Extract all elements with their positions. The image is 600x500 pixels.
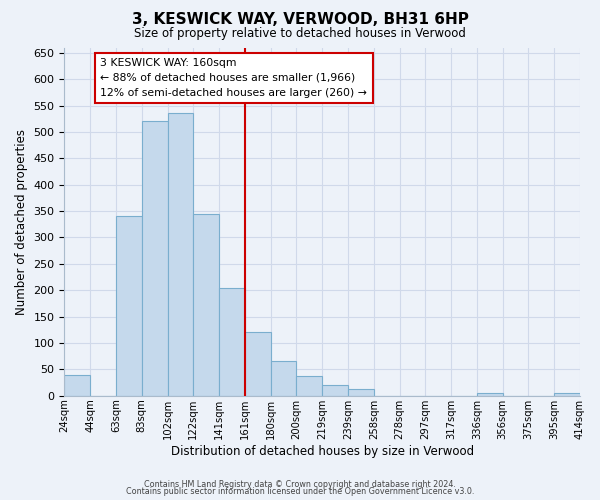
Bar xyxy=(142,122,167,396)
Bar xyxy=(245,332,271,396)
Text: Contains public sector information licensed under the Open Government Licence v3: Contains public sector information licen… xyxy=(126,487,474,496)
Text: 3, KESWICK WAY, VERWOOD, BH31 6HP: 3, KESWICK WAY, VERWOOD, BH31 6HP xyxy=(131,12,469,28)
Bar xyxy=(219,288,245,396)
X-axis label: Distribution of detached houses by size in Verwood: Distribution of detached houses by size … xyxy=(170,444,474,458)
Bar xyxy=(167,114,193,396)
Bar xyxy=(477,393,503,396)
Text: Contains HM Land Registry data © Crown copyright and database right 2024.: Contains HM Land Registry data © Crown c… xyxy=(144,480,456,489)
Bar xyxy=(554,393,580,396)
Bar xyxy=(348,390,374,396)
Y-axis label: Number of detached properties: Number of detached properties xyxy=(15,128,28,314)
Bar xyxy=(116,216,142,396)
Text: Size of property relative to detached houses in Verwood: Size of property relative to detached ho… xyxy=(134,28,466,40)
Bar xyxy=(271,362,296,396)
Bar xyxy=(296,376,322,396)
Bar xyxy=(322,385,348,396)
Bar xyxy=(64,374,90,396)
Text: 3 KESWICK WAY: 160sqm
← 88% of detached houses are smaller (1,966)
12% of semi-d: 3 KESWICK WAY: 160sqm ← 88% of detached … xyxy=(100,58,367,98)
Bar xyxy=(193,214,219,396)
